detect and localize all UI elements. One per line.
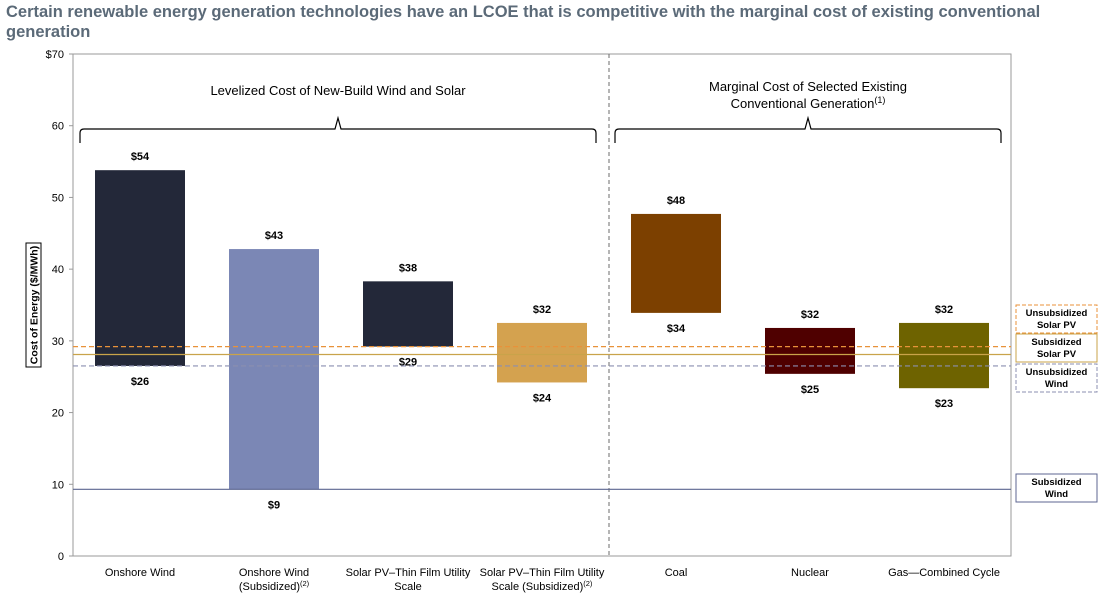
reference-line-label: Subsidized [1031, 337, 1081, 348]
x-category-label: Scale [394, 581, 422, 593]
x-category-label: Nuclear [791, 567, 829, 579]
y-axis-label-box [25, 242, 42, 368]
bar-low-label: $24 [533, 392, 552, 404]
bar-high-label: $43 [265, 230, 283, 242]
reference-line-label: Solar PV [1037, 349, 1077, 360]
y-tick-label: 20 [52, 408, 64, 420]
bar-low-label: $9 [268, 499, 280, 511]
bar-high-label: $32 [533, 304, 551, 316]
group-brace [614, 115, 1002, 143]
bar [631, 213, 721, 313]
group-brace [79, 115, 597, 143]
reference-line-legend-box [1015, 333, 1098, 363]
y-tick-label: $70 [46, 49, 64, 61]
bar [363, 281, 453, 347]
y-tick-label: 50 [52, 192, 64, 204]
bar-low-label: $26 [131, 376, 149, 388]
y-tick-label: 30 [52, 336, 64, 348]
bar-low-label: $34 [667, 323, 686, 335]
bar-high-label: $32 [801, 309, 819, 321]
bar [229, 249, 319, 490]
reference-line-legend-box [1015, 473, 1098, 503]
x-category-label: Solar PV–Thin Film Utility [346, 567, 471, 579]
x-category-label: Onshore Wind [105, 567, 175, 579]
x-category-label: (Subsidized)(2) [239, 579, 310, 593]
bar-high-label: $48 [667, 195, 685, 207]
reference-line-legend-box [1015, 363, 1098, 393]
y-tick-label: 60 [52, 121, 64, 133]
bar-high-label: $32 [935, 304, 953, 316]
reference-line-label: Solar PV [1037, 320, 1077, 331]
group-header-label: Levelized Cost of New-Build Wind and Sol… [210, 83, 466, 98]
x-category-label: Gas—Combined Cycle [888, 567, 1000, 579]
bar-low-label: $29 [399, 357, 417, 369]
reference-line-label: Unsubsidized [1026, 367, 1088, 378]
bar-high-label: $38 [399, 262, 417, 274]
plot-frame [72, 53, 1012, 557]
x-category-label: Coal [665, 567, 688, 579]
reference-line-label: Unsubsidized [1026, 308, 1088, 319]
bar [765, 327, 855, 374]
bar-low-label: $23 [935, 398, 953, 410]
group-header-label: Conventional Generation(1) [731, 95, 886, 111]
y-tick-label: 0 [58, 551, 64, 563]
x-category-label: Solar PV–Thin Film Utility [480, 567, 605, 579]
group-header-label: Marginal Cost of Selected Existing [709, 79, 907, 94]
y-tick-label: 10 [52, 479, 64, 491]
y-axis-label-group: Cost of Energy ($/MWh) [25, 242, 42, 368]
x-category-label: Onshore Wind [239, 567, 309, 579]
y-tick-label: 40 [52, 264, 64, 276]
x-category-label: Scale (Subsidized)(2) [492, 579, 593, 593]
reference-line-label: Wind [1045, 489, 1068, 500]
chart-headline: Certain renewable energy generation tech… [6, 3, 1041, 41]
bar-high-label: $54 [131, 151, 150, 163]
bar [899, 322, 989, 389]
y-axis-label: Cost of Energy ($/MWh) [29, 246, 41, 364]
bar [95, 170, 185, 366]
reference-line-legend-box [1015, 304, 1098, 334]
bar-low-label: $25 [801, 384, 819, 396]
reference-line-label: Subsidized [1031, 477, 1081, 488]
bar [497, 322, 587, 383]
reference-line-label: Wind [1045, 379, 1068, 390]
